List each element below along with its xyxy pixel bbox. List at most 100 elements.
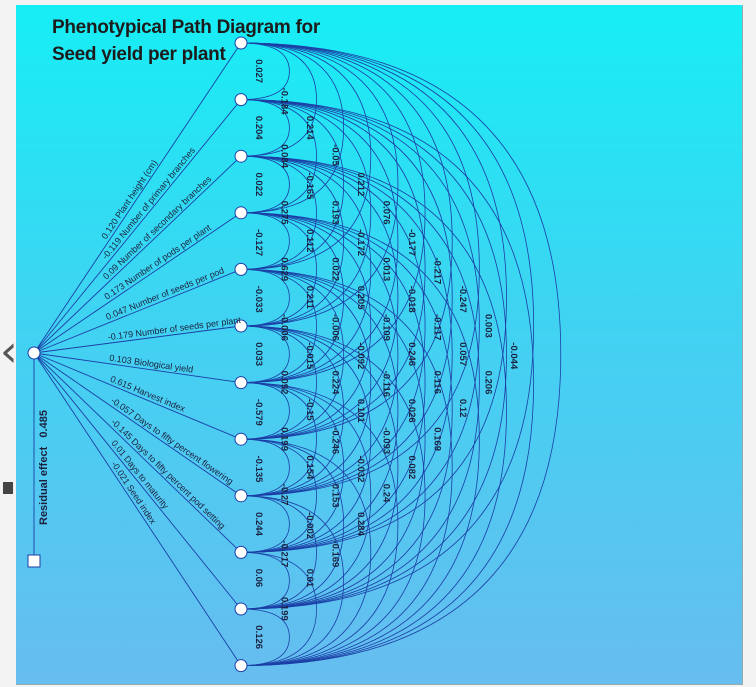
correlation-value: -0.247 [457, 286, 468, 313]
path-line [33, 352, 242, 440]
correlation-arc [240, 155, 507, 666]
correlation-arc [240, 382, 317, 497]
diagram-title-line-2: Seed yield per plant [52, 44, 226, 65]
trait-node [234, 432, 248, 446]
correlation-arc [240, 99, 426, 440]
correlation-value: 0.013 [381, 257, 392, 281]
correlation-arc [240, 212, 399, 497]
correlation-arc [240, 438, 317, 553]
correlation-value: 0.206 [483, 371, 494, 395]
correlation-value: 0.022 [330, 257, 341, 281]
correlation-arc [240, 269, 453, 666]
correlation-arc [240, 155, 290, 214]
correlation-arc [240, 42, 562, 666]
correlation-arc [240, 382, 345, 553]
correlation-value: 0.214 [304, 116, 315, 140]
correlation-arc [240, 155, 453, 553]
correlation-value: 0.199 [279, 597, 290, 621]
correlation-value: 0.01 [304, 569, 315, 588]
correlation-value: 0.057 [457, 342, 468, 366]
correlation-value: 0.24 [381, 484, 392, 503]
correlation-arc [240, 99, 535, 666]
correlation-value: -0.127 [253, 229, 264, 256]
correlation-value: 0.204 [253, 116, 264, 140]
correlation-value: 0.101 [355, 399, 366, 423]
correlation-arc [240, 438, 372, 666]
residual-node [27, 554, 41, 568]
trait-node [234, 36, 248, 50]
trait-node [234, 262, 248, 276]
correlation-arc [240, 495, 290, 553]
trait-node [234, 659, 248, 673]
correlation-value: 0.112 [304, 229, 315, 252]
correlation-arc [240, 42, 453, 440]
correlation-arc [240, 42, 399, 327]
path-line [33, 155, 242, 354]
correlation-value: 0.244 [253, 512, 264, 536]
correlation-value: 0.246 [406, 342, 417, 366]
correlation-value: 0.022 [253, 173, 264, 197]
correlation-arc [240, 269, 399, 553]
correlation-value: -0.165 [304, 173, 315, 201]
correlation-arc [240, 42, 480, 497]
correlation-arc [240, 99, 480, 553]
correlation-value: 0.084 [279, 144, 290, 168]
correlation-arc [240, 495, 317, 610]
correlation-value: -0.116 [381, 371, 392, 397]
correlation-value: -0.002 [304, 512, 315, 539]
correlation-arc [240, 212, 345, 383]
correlation-value: -0.032 [355, 456, 366, 483]
path-diagram: 0.120 Plant height (cm)-0.119 Number of … [27, 36, 562, 673]
correlation-arc [240, 438, 290, 497]
correlation-value: -0.006 [330, 314, 341, 341]
correlation-value: -0.044 [508, 342, 519, 370]
correlation-arc [240, 269, 372, 497]
correlation-arc [240, 212, 426, 553]
correlation-arc [240, 155, 480, 610]
correlation-value: -0.135 [253, 456, 264, 484]
correlation-value: 0.212 [355, 173, 366, 197]
correlation-value: -0.579 [253, 399, 264, 426]
residual-effect-label: Residual effect 0.485 [38, 410, 50, 525]
trait-node [234, 489, 248, 503]
correlation-arc [240, 382, 290, 440]
trait-path-label: 0.103 Biological yield [109, 353, 194, 375]
correlation-value: -0.184 [279, 88, 290, 116]
correlation-arc [240, 155, 317, 270]
correlation-value: 0.224 [330, 371, 341, 395]
trait-node [234, 602, 248, 616]
correlation-arc [240, 325, 399, 610]
correlation-arc [240, 269, 317, 383]
trait-node [234, 545, 248, 559]
path-line [33, 352, 242, 497]
correlation-arc [240, 42, 426, 383]
correlation-value: -0.217 [432, 257, 443, 284]
direct-effect-value: -0.179 [107, 329, 136, 343]
correlation-arc [240, 269, 290, 327]
correlation-arc [240, 42, 345, 214]
background-chevron-icon: ‹ [0, 330, 14, 400]
correlation-value: 0.116 [432, 371, 443, 394]
correlation-value: -0.109 [381, 314, 392, 341]
residual-effect-value: 0.485 [38, 410, 50, 438]
correlation-value: 0.082 [406, 456, 417, 480]
correlation-value: 0.199 [279, 427, 290, 451]
correlation-value: 0.284 [355, 512, 366, 536]
correlation-arc [240, 212, 453, 610]
correlation-value: 0.092 [279, 371, 290, 395]
correlation-arc [240, 42, 317, 157]
correlation-value: 0.211 [304, 286, 315, 310]
correlation-value: -0.05 [330, 144, 341, 166]
correlation-arc [240, 155, 426, 497]
correlation-arc [240, 325, 317, 440]
correlation-value: -0.092 [355, 342, 366, 369]
correlation-value: 0.154 [304, 456, 315, 480]
correlation-value: -0.033 [253, 286, 264, 313]
correlation-arc [240, 99, 317, 214]
correlation-value: 0.003 [483, 314, 494, 338]
correlation-arc [240, 552, 290, 610]
path-line [33, 268, 242, 354]
correlation-arc [240, 269, 345, 440]
correlation-value: -0.172 [355, 229, 366, 256]
correlation-arc [240, 212, 290, 270]
